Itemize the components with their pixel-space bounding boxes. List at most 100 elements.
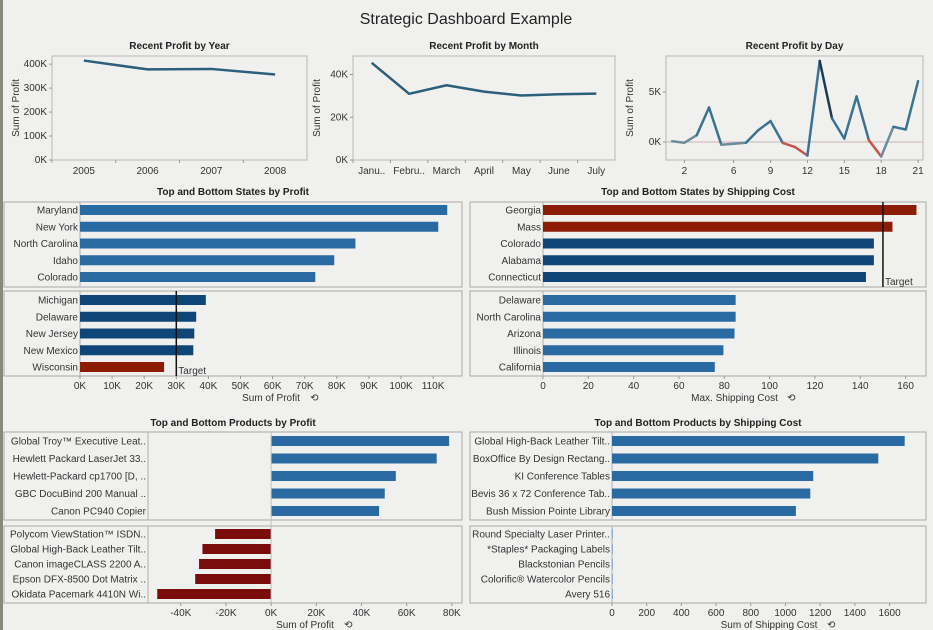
bar [543,345,724,356]
chart-products_shipping: Top and Bottom Products by Shipping Cost… [469,418,927,630]
y-tick-label: 5K [649,87,662,98]
y-tick-label: 300K [24,83,48,94]
row-label: Canon imageCLASS 2200 A.. [14,560,146,571]
bar [271,488,385,499]
chart-title: Recent Profit by Month [429,41,538,52]
row-label: California [499,363,542,374]
y-axis-label: Sum of Profit [11,79,22,137]
x-tick-label: 1400 [844,608,867,619]
bar [612,559,613,569]
bar [543,328,735,339]
row-label: Alabama [502,256,542,267]
sort-icon: ⟲ [310,393,319,404]
chart-title: Top and Bottom Products by Profit [150,418,316,429]
bar [157,589,272,599]
row-label: New Mexico [24,346,79,357]
y-tick-label: 400K [24,59,48,70]
row-label: Round Specialty Laser Printer.. [472,530,610,541]
bar [202,544,272,554]
x-tick-label: 1600 [878,608,901,619]
x-axis-label: Sum of Profit [276,620,334,630]
row-label: Idaho [53,256,78,267]
row-label: New York [36,222,79,233]
bar [543,295,736,305]
x-tick-label: 1200 [809,608,832,619]
sort-icon: ⟲ [787,393,796,404]
line-segment [818,59,834,120]
line-segment [904,79,920,131]
y-axis-label: Sum of Profit [312,79,323,137]
series-line [370,61,597,97]
sort-icon: ⟲ [827,620,836,630]
x-tick-label: 20K [307,608,325,619]
line-segment [781,141,797,149]
x-tick-label: 2007 [200,166,223,177]
line-segment [756,119,772,132]
row-label: New Jersey [26,329,78,340]
y-tick-label: 0K [649,137,662,148]
bar [271,453,437,464]
x-tick-label: 200 [638,608,655,619]
line-segment [879,125,895,158]
x-tick-label: June [548,166,570,177]
row-label: Bush Mission Pointe Library [486,507,610,518]
x-tick-label: 20 [583,381,595,392]
panel-top [469,431,927,521]
row-label: *Staples* Packaging Labels [487,545,610,556]
bar [215,529,272,539]
row-label: Colorado [500,239,541,250]
x-tick-label: 60K [398,608,416,619]
line-segment [867,139,883,158]
bar [80,272,316,282]
sort-icon: ⟲ [344,620,353,630]
row-label: Wisconsin [32,363,78,374]
row-label: North Carolina [477,312,542,323]
x-tick-label: 2008 [264,166,287,177]
left-edge [0,0,3,630]
x-tick-label: 40 [628,381,640,392]
bar [80,255,335,266]
bar [195,574,272,584]
row-label: Georgia [505,206,541,217]
bar [271,506,380,516]
x-tick-label: 2006 [137,166,160,177]
x-tick-label: 15 [839,166,851,177]
y-tick-label: 200K [24,107,48,118]
bar [80,205,448,215]
row-label: Blackstonian Pencils [518,560,610,571]
x-tick-label: 70K [296,381,314,392]
line-segment [683,133,698,144]
x-tick-label: 2 [682,166,688,177]
row-label: BoxOffice By Design Rectang.. [473,454,610,465]
y-tick-label: 0K [336,155,349,166]
dashboard-title: Strategic Dashboard Example [360,11,573,28]
bar [80,328,195,339]
chart-year: Recent Profit by Year 2005 2006 2007 2008 0K 1… [11,41,308,177]
bar [543,362,715,372]
row-label: Delaware [499,296,542,307]
y-axis-label: Sum of Profit [625,79,636,137]
series-line [83,59,276,76]
chart-month: Recent Profit by Month Janu.. Febru.. March… [312,41,616,177]
panel-top [3,201,463,288]
line-segment [744,128,760,144]
y-tick-label: 100K [24,131,48,142]
row-label: Illinois [513,346,541,357]
panel-top [3,431,463,521]
x-tick-label: 6 [731,166,737,177]
x-tick-label: 60 [673,381,685,392]
x-tick-label: 400 [673,608,690,619]
x-tick-label: 100 [761,381,778,392]
line-segment [793,145,809,157]
row-label: Global High-Back Leather Tilt.. [474,437,610,448]
bar [543,272,866,282]
panel-bottom [469,290,927,377]
x-tick-label: 600 [708,608,725,619]
bar [612,589,613,599]
row-label: North Carolina [14,239,79,250]
bar [612,544,613,554]
x-tick-label: 21 [913,166,925,177]
row-label: Okidata Pacemark 4410N Wi.. [12,590,147,601]
x-tick-label: 120 [807,381,824,392]
